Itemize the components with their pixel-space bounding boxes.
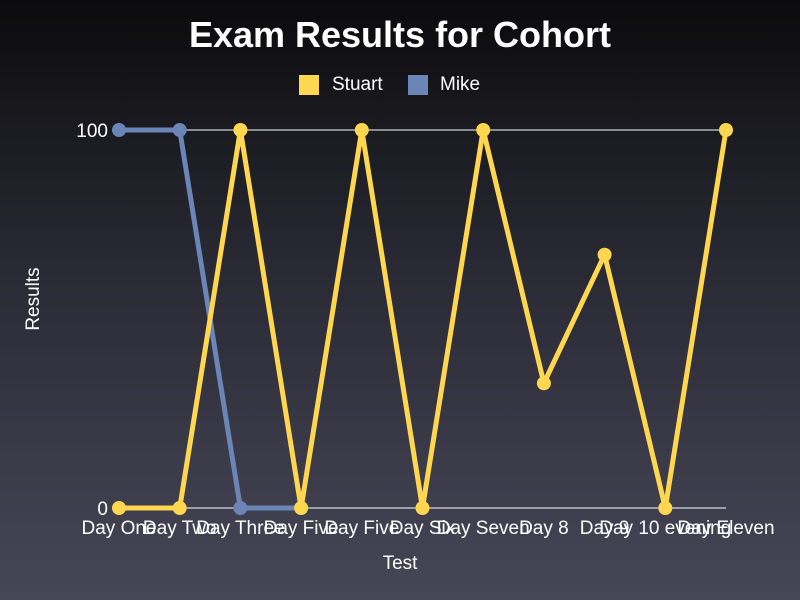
x-tick-label: Day Six: [390, 518, 456, 539]
series-line: [116, 127, 729, 511]
legend-swatch: [408, 75, 428, 95]
x-axis-label: Test: [383, 553, 419, 574]
y-axis-ticks: 0 100: [76, 121, 108, 520]
data-point[interactable]: [172, 501, 187, 515]
data-point[interactable]: [112, 501, 126, 515]
data-point[interactable]: [233, 123, 248, 137]
x-tick-label: Day One: [82, 518, 157, 539]
legend: Stuart Mike: [299, 74, 480, 95]
y-tick-label: 0: [97, 499, 108, 520]
data-point[interactable]: [233, 501, 248, 515]
x-tick-label: Day Eleven: [677, 518, 774, 539]
x-tick-label: Day Five: [264, 518, 339, 539]
legend-label: Mike: [440, 74, 480, 95]
data-point[interactable]: [719, 123, 733, 137]
legend-item-mike[interactable]: Mike: [408, 74, 480, 95]
data-point[interactable]: [597, 247, 612, 262]
series-layer: [112, 123, 733, 515]
x-tick-label: Day Seven: [437, 518, 530, 539]
x-tick-label: Day Two: [143, 518, 217, 539]
legend-label: Stuart: [332, 74, 383, 95]
data-point[interactable]: [354, 123, 369, 137]
legend-swatch: [299, 75, 319, 95]
series-stuart: [112, 123, 733, 515]
data-point[interactable]: [112, 123, 126, 137]
legend-item-stuart[interactable]: Stuart: [299, 74, 383, 95]
chart-title: Exam Results for Cohort: [189, 14, 611, 55]
data-point[interactable]: [415, 501, 430, 515]
x-tick-label: Day 10 evening: [599, 518, 731, 539]
y-axis-label: Results: [23, 267, 44, 330]
x-tick-label: Day Five: [324, 518, 399, 539]
data-point[interactable]: [294, 501, 309, 515]
x-tick-label: Day Three: [196, 518, 284, 539]
data-point[interactable]: [658, 501, 673, 515]
x-tick-label: Day 8: [519, 518, 569, 539]
y-tick-label: 100: [76, 121, 108, 142]
x-tick-label: Day 9: [580, 518, 630, 539]
data-point[interactable]: [476, 123, 491, 137]
data-point[interactable]: [172, 123, 187, 137]
data-point[interactable]: [536, 376, 551, 391]
